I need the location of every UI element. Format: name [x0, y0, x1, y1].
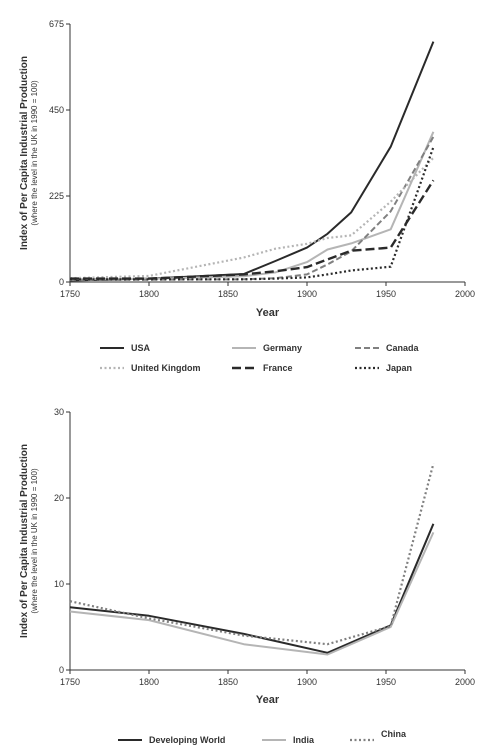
legend-label-canada: Canada	[386, 343, 420, 353]
series-line-france	[70, 179, 435, 280]
x-tick-label: 1950	[376, 289, 396, 299]
y-tick-label: 0	[59, 665, 64, 675]
y-axis-subtitle: (where the level in the UK in 1990 = 100…	[30, 80, 39, 226]
series-line-canada	[69, 136, 435, 282]
legend-label-india: India	[293, 735, 315, 745]
x-axis-title: Year	[256, 694, 280, 706]
chart-2: 0 10 20 30 1750 1800 1850 1900 1950 2000 Year Index…	[19, 407, 475, 745]
x-tick-label: 2000	[455, 677, 475, 687]
x-tick-label: 2000	[455, 289, 475, 299]
x-tick-label: 1750	[60, 289, 80, 299]
x-tick-label: 1900	[297, 677, 317, 687]
legend-label-usa: USA	[131, 343, 151, 353]
x-tick-label: 1950	[376, 677, 396, 687]
x-tick-label: 1850	[218, 289, 238, 299]
legend-label-china: China	[381, 729, 407, 739]
chart-1: 0 225 450 675 1750 1800 1850 1900 1950 2000 Year In…	[19, 19, 475, 373]
series-line-developing-world	[69, 523, 435, 654]
y-tick-label: 30	[54, 407, 64, 417]
legend-label-france: France	[263, 363, 293, 373]
series-line-usa	[69, 41, 435, 282]
x-tick-label: 1750	[60, 677, 80, 687]
x-axis-title: Year	[256, 307, 280, 319]
y-axis-title: Index of Per Capita Industrial Productio…	[19, 56, 30, 250]
legend-label-japan: Japan	[386, 363, 412, 373]
y-tick-label: 10	[54, 579, 64, 589]
x-tick-label: 1900	[297, 289, 317, 299]
y-tick-label: 675	[49, 19, 64, 29]
x-tick-label: 1800	[139, 677, 159, 687]
y-tick-label: 20	[54, 493, 64, 503]
legend-label-germany: Germany	[263, 343, 302, 353]
series-line-united-kingdom	[69, 157, 435, 280]
y-axis-title: Index of Per Capita Industrial Productio…	[19, 444, 30, 638]
series-line-india	[69, 531, 435, 656]
legend-label-developing-world: Developing World	[149, 735, 225, 745]
x-tick-label: 1800	[139, 289, 159, 299]
x-tick-label: 1850	[218, 677, 238, 687]
y-axis-subtitle: (where the level in the UK in 1990 = 100…	[30, 468, 39, 614]
y-tick-label: 0	[59, 277, 64, 287]
legend-label-united-kingdom: United Kingdom	[131, 363, 201, 373]
series-line-germany	[70, 131, 435, 280]
y-tick-label: 225	[49, 191, 64, 201]
y-tick-label: 450	[49, 105, 64, 115]
